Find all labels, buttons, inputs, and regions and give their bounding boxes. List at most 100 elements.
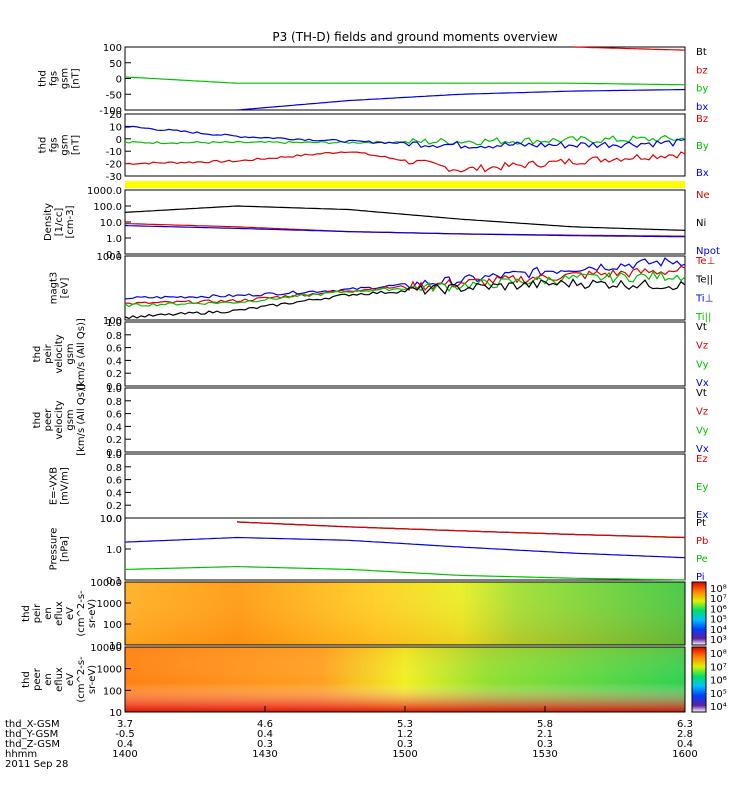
colorbar-tick-label: 10⁵ bbox=[710, 615, 727, 626]
y-axis-label-line: peer bbox=[43, 408, 54, 432]
series-line-Ti bbox=[124, 270, 686, 308]
y-tick-label: 10 bbox=[109, 708, 122, 719]
legend-entry: bx bbox=[696, 102, 708, 113]
y-tick-label: 0.2 bbox=[106, 435, 122, 446]
colorbar-tick-label: 10⁵ bbox=[710, 689, 727, 700]
y-axis-label-line: eV bbox=[65, 673, 76, 686]
y-tick-label: 1.0 bbox=[106, 545, 122, 556]
y-tick-label: -50 bbox=[106, 90, 122, 101]
series-line-Ne bbox=[124, 223, 686, 237]
y-axis-label-line: (cm^2-s- bbox=[76, 590, 87, 637]
y-tick-label: 0.4 bbox=[106, 356, 122, 367]
legend-entry: Pt bbox=[696, 518, 706, 529]
y-tick-label: 1.0 bbox=[106, 318, 122, 329]
y-axis-label-line: velocity bbox=[54, 400, 65, 439]
panel-pressure: 10.0 1.0 0.1 Pressure [nPa] Pt Pb Pe Pi bbox=[49, 514, 709, 587]
y-axis-label-line: eV bbox=[65, 607, 76, 620]
y-tick-label: 10.0 bbox=[100, 218, 122, 229]
legend: Ez Ey Ex bbox=[696, 454, 708, 521]
y-tick-label: 100 bbox=[103, 316, 122, 327]
y-axis-label-line: [km/s (All Qs)] bbox=[76, 318, 87, 390]
x-tick-label: 0.3 bbox=[397, 739, 413, 750]
x-tick-label: 3.7 bbox=[117, 719, 133, 730]
series-line-By bbox=[124, 134, 686, 146]
y-axis-label: Pressure [nPa] bbox=[49, 528, 71, 571]
y-axis-label: thd fgs gsm [nT] bbox=[38, 134, 82, 155]
y-axis-label-line: en bbox=[43, 607, 54, 620]
legend-entry: Vz bbox=[696, 407, 708, 418]
legend-entry: Ne bbox=[696, 190, 710, 201]
colorbar-tick-label: 10⁴ bbox=[710, 625, 727, 636]
legend-entry: Te⊥ bbox=[695, 256, 715, 267]
quality-flag-bar bbox=[125, 181, 685, 188]
y-tick-label: 0.0 bbox=[106, 448, 122, 459]
legend: Bz By Bx bbox=[696, 114, 709, 179]
y-axis-label-line: thd bbox=[21, 605, 32, 622]
x-tick-label: 0.4 bbox=[257, 729, 273, 740]
legend-entry: Pe bbox=[696, 554, 708, 565]
x-tick-label: -0.5 bbox=[115, 729, 135, 740]
y-axis-label-line: [mV/m] bbox=[60, 467, 71, 505]
x-tick-label: 4.6 bbox=[257, 719, 273, 730]
y-axis-label-line: [1/cc] bbox=[54, 208, 65, 237]
y-axis-label: thd peir velocity gsm [km/s (All Qs)] bbox=[32, 318, 87, 390]
y-axis-label: magt3 [eV] bbox=[49, 272, 71, 305]
panel-frame bbox=[124, 113, 686, 177]
colorbar-tick-label: 10⁴ bbox=[710, 702, 727, 713]
y-axis-label: thd fgs gsm [nT] bbox=[38, 68, 82, 89]
legend-entry: Vt bbox=[696, 322, 707, 333]
panel-frame bbox=[124, 255, 686, 321]
y-axis-label-line: thd bbox=[32, 346, 43, 363]
colorbar-tick-label: 10⁷ bbox=[710, 594, 727, 605]
y-axis-label: Density [1/cc] [cm-3] bbox=[43, 203, 76, 241]
y-axis-label-line: (cm^2-s- bbox=[76, 656, 87, 703]
y-axis-label-line: eflux bbox=[54, 667, 65, 692]
y-tick-label: 0.8 bbox=[106, 463, 122, 474]
panel-peer-eflux: 10⁸ 10⁷ 10⁶ 10⁵ 10⁴ 10000 1000 100 10 thd peer en ef… bbox=[21, 643, 727, 719]
panel-density: 1000.0 100.0 10.0 1.0 0.1 Density [1/cc] [cm-3]… bbox=[43, 186, 720, 261]
y-axis-label: thd peer en eflux eV (cm^2-s-sr-eV) bbox=[21, 656, 98, 703]
y-tick-label: 10000 bbox=[90, 578, 122, 589]
panel-frame bbox=[124, 517, 686, 581]
colorbar-tick-label: 10⁸ bbox=[710, 649, 727, 660]
legend-entry: By bbox=[696, 141, 709, 152]
spectrogram-shade bbox=[125, 582, 685, 645]
legend-entry: Vy bbox=[696, 425, 709, 436]
legend-entry: Pb bbox=[696, 536, 708, 547]
colorbar-tick-label: 10⁷ bbox=[710, 662, 727, 673]
y-tick-label: 0.6 bbox=[106, 410, 122, 421]
legend-entry: Bz bbox=[696, 114, 708, 125]
y-tick-label: 100 bbox=[103, 43, 122, 54]
spectrogram-shade bbox=[125, 647, 685, 712]
y-axis-label-line: [nPa] bbox=[60, 536, 71, 562]
legend-entry: Ey bbox=[696, 482, 708, 493]
series-line-bz bbox=[572, 46, 686, 51]
series-line-Npot bbox=[124, 224, 685, 238]
y-axis-label-line: magt3 bbox=[49, 272, 60, 305]
legend-entry: Ni bbox=[696, 218, 706, 229]
y-axis-label-line: fgs bbox=[49, 137, 60, 152]
date-label: 2011 Sep 28 bbox=[5, 759, 68, 770]
series-line-Te bbox=[124, 278, 686, 320]
legend-entry: Pi bbox=[696, 572, 705, 583]
y-axis-label-line: [eV] bbox=[60, 278, 71, 299]
colorbar-scale bbox=[691, 581, 707, 646]
x-tick-label: 0.4 bbox=[117, 739, 133, 750]
y-tick-label: 1000 bbox=[97, 665, 122, 676]
x-tick-label: 2.8 bbox=[677, 729, 693, 740]
legend-entry: Vt bbox=[696, 388, 707, 399]
y-axis-label-line: fgs bbox=[49, 71, 60, 86]
y-tick-label: 0.8 bbox=[106, 397, 122, 408]
legend-entry: Vz bbox=[696, 341, 708, 352]
y-axis-label-line: peir bbox=[32, 603, 43, 623]
x-row-label: thd_Y-GSM bbox=[5, 729, 58, 740]
legend: Te⊥ Te|| Ti⊥ Ti|| bbox=[695, 256, 715, 323]
y-tick-label: 0.8 bbox=[106, 331, 122, 342]
panel-efield: 1.0 0.8 0.60.4 0.2 0.0 E=-VXB [mV/m] Ez Ey Ex bbox=[49, 450, 709, 525]
colorbar-tick-label: 10⁶ bbox=[710, 604, 727, 615]
legend-entry: Ti⊥ bbox=[695, 293, 713, 304]
series-line-bx bbox=[236, 88, 686, 111]
y-axis-label: E=-VXB [mV/m] bbox=[49, 467, 71, 505]
